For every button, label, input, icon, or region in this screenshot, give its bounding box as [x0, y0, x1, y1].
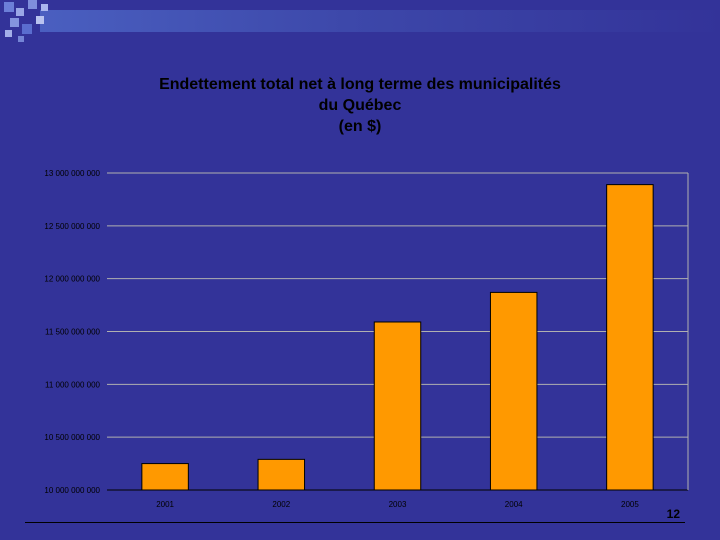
bar-2004	[489, 291, 538, 491]
chart-title-line-2: du Québec	[318, 97, 402, 114]
bar-2003	[373, 321, 422, 491]
y-tick-label: 10 000 000 000	[44, 486, 100, 495]
footer-divider	[25, 522, 685, 523]
y-tick-label: 12 500 000 000	[44, 222, 100, 231]
y-tick-label: 11 500 000 000	[45, 328, 101, 337]
y-tick-label: 13 000 000 000	[44, 169, 100, 178]
bars	[141, 184, 654, 491]
y-tick-label: 12 000 000 000	[44, 275, 100, 284]
x-tick-label: 2003	[389, 500, 407, 509]
x-tick-label: 2002	[272, 500, 290, 509]
header-decor-bar	[40, 10, 720, 32]
chart-title-line-3: (en $)	[338, 118, 382, 135]
x-tick-label: 2004	[505, 500, 523, 509]
bar-2001	[141, 463, 189, 491]
page-number: 12	[666, 507, 680, 521]
bar-2002	[257, 458, 306, 491]
x-tick-label: 2005	[621, 500, 639, 509]
chart-title-line-1: Endettement total net à long terme des m…	[159, 76, 561, 93]
y-tick-label: 11 000 000 000	[45, 380, 101, 389]
decorative-squares-logo	[4, 0, 48, 42]
x-tick-label: 2001	[156, 500, 174, 509]
y-tick-label: 10 500 000 000	[44, 433, 100, 442]
y-axis-tick-labels: 10 000 000 000 10 500 000 000 11 000 000 0…	[44, 169, 100, 495]
x-axis-tick-labels: 2001 2002 2003 2004 2005	[156, 500, 639, 509]
chart-title: Endettement total net à long terme des m…	[0, 74, 720, 137]
bar-chart: 10 000 000 000 10 500 000 000 11 000 000 0…	[44, 169, 689, 509]
bar-2005	[606, 184, 654, 491]
